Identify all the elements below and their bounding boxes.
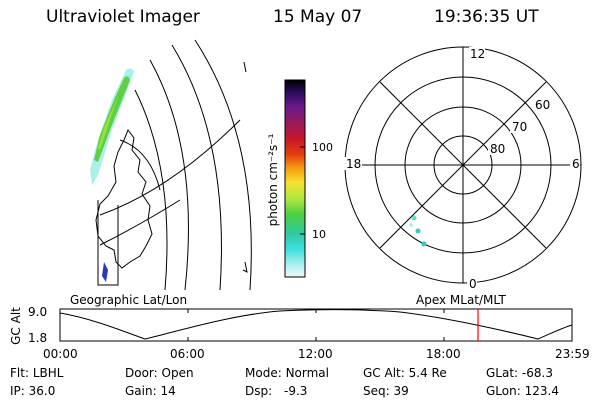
geo-mark-2 bbox=[242, 261, 248, 273]
label-0-bg bbox=[467, 277, 477, 289]
mlt-label-18: 18 bbox=[346, 157, 361, 171]
orbit-plot bbox=[59, 308, 573, 342]
geo-arc-3 bbox=[171, 44, 222, 291]
status-glat-value: -68.3 bbox=[521, 366, 553, 380]
status-mode-value: Normal bbox=[285, 366, 329, 380]
status-glon-label: GLon: bbox=[486, 384, 521, 398]
orbit-ytick-low: 1.8 bbox=[28, 331, 48, 345]
mlt-label-6: 6 bbox=[572, 157, 580, 171]
orbit-ylabel: GC Alt bbox=[9, 307, 23, 345]
label-80-bg bbox=[488, 142, 508, 155]
polar-labels: 12 18 6 0 60 70 80 bbox=[344, 47, 580, 291]
status-door-value: Open bbox=[161, 366, 194, 380]
status-flt-value: LBHL bbox=[32, 366, 64, 380]
polar-emission-dot-4 bbox=[409, 223, 413, 227]
status-gc-alt-value: 5.4 Re bbox=[408, 366, 447, 380]
status-gain-value: 14 bbox=[160, 384, 176, 398]
mlt-label-12: 12 bbox=[470, 47, 485, 61]
status-gc-alt-label: GC Alt: bbox=[363, 366, 405, 380]
geo-grid-line-c bbox=[119, 139, 161, 191]
polar-emission bbox=[409, 215, 427, 247]
polar-diag-2 bbox=[379, 81, 547, 249]
polar-panel-label: Apex MLat/MLT bbox=[416, 293, 506, 307]
geo-arc-1 bbox=[149, 59, 189, 291]
geo-coastline bbox=[95, 128, 153, 269]
aurora-band-core bbox=[98, 96, 118, 150]
status-glon: GLon: 123.4 bbox=[486, 384, 559, 398]
aurora-emission bbox=[90, 68, 134, 282]
polar-emission-dot-1 bbox=[411, 215, 417, 221]
polar-plot bbox=[344, 46, 582, 284]
colorbar bbox=[284, 79, 306, 278]
status-ip-label: IP: bbox=[10, 384, 25, 398]
geo-arc-2 bbox=[134, 89, 168, 291]
polar-emission-dot-2 bbox=[415, 228, 421, 234]
colorbar-tick-label-10: 10 bbox=[312, 228, 326, 241]
status-glat-label: GLat: bbox=[486, 366, 519, 380]
orbit-xtick-end: 23:59 bbox=[555, 347, 590, 361]
date-label: 15 May 07 bbox=[273, 7, 363, 27]
status-gain: Gain: 14 bbox=[125, 384, 176, 398]
status-ip-value: 36.0 bbox=[28, 384, 56, 398]
status-seq-value: 39 bbox=[393, 384, 409, 398]
status-mode-label: Mode: bbox=[245, 366, 282, 380]
lat-label-80: 80 bbox=[490, 142, 505, 156]
aurora-band-outer bbox=[90, 68, 134, 185]
lat-label-60: 60 bbox=[535, 98, 550, 112]
colorbar-tick-label-100: 100 bbox=[312, 141, 333, 154]
status-mode: Mode: Normal bbox=[245, 366, 329, 380]
status-seq: Seq: 39 bbox=[363, 384, 409, 398]
aurora-spot bbox=[102, 262, 108, 282]
geo-grid-line-a bbox=[99, 119, 241, 216]
lat-label-70: 70 bbox=[512, 120, 527, 134]
label-12-bg bbox=[469, 47, 485, 60]
colorbar-scale bbox=[284, 79, 306, 278]
status-door-label: Door: bbox=[125, 366, 158, 380]
status-dsp-label: Dsp: bbox=[245, 384, 273, 398]
orbit-ytick-high: 9.0 bbox=[28, 305, 48, 319]
instrument-title: Ultraviolet Imager bbox=[46, 7, 200, 27]
orbit-xtick-6: 06:00 bbox=[170, 347, 205, 361]
status-flt-label: Flt: bbox=[10, 366, 29, 380]
status-glon-value: 123.4 bbox=[524, 384, 559, 398]
geo-grid-line-b bbox=[99, 199, 181, 246]
label-70-bg bbox=[510, 120, 530, 133]
status-dsp: Dsp: -9.3 bbox=[245, 384, 307, 398]
geo-arc-4 bbox=[194, 39, 252, 291]
label-60-bg bbox=[533, 98, 553, 111]
geo-limb-edge bbox=[97, 200, 119, 286]
status-flt: Flt: LBHL bbox=[10, 366, 63, 380]
orbit-xtick-18: 18:00 bbox=[426, 347, 461, 361]
label-6-bg bbox=[570, 157, 580, 170]
orbit-xtick-12: 12:00 bbox=[298, 347, 333, 361]
status-dsp-value: -9.3 bbox=[283, 384, 308, 398]
status-ip: IP: 36.0 bbox=[10, 384, 55, 398]
colorbar-axis-label: photon cm⁻²s⁻¹ bbox=[266, 133, 280, 226]
geo-mark-1 bbox=[243, 61, 247, 73]
label-18-bg bbox=[344, 157, 362, 170]
orbit-xtick-0: 00:00 bbox=[43, 347, 78, 361]
time-label: 19:36:35 UT bbox=[434, 7, 539, 27]
polar-emission-dot-3 bbox=[421, 241, 427, 247]
geo-panel bbox=[95, 39, 252, 291]
status-seq-label: Seq: bbox=[363, 384, 390, 398]
geo-panel-label: Geographic Lat/Lon bbox=[70, 293, 188, 307]
status-gain-label: Gain: bbox=[125, 384, 157, 398]
status-glat: GLat: -68.3 bbox=[486, 366, 553, 380]
mlt-label-0: 0 bbox=[469, 277, 477, 291]
orbit-altitude-curve bbox=[59, 309, 573, 340]
status-door: Door: Open bbox=[125, 366, 194, 380]
status-gc-alt: GC Alt: 5.4 Re bbox=[363, 366, 447, 380]
